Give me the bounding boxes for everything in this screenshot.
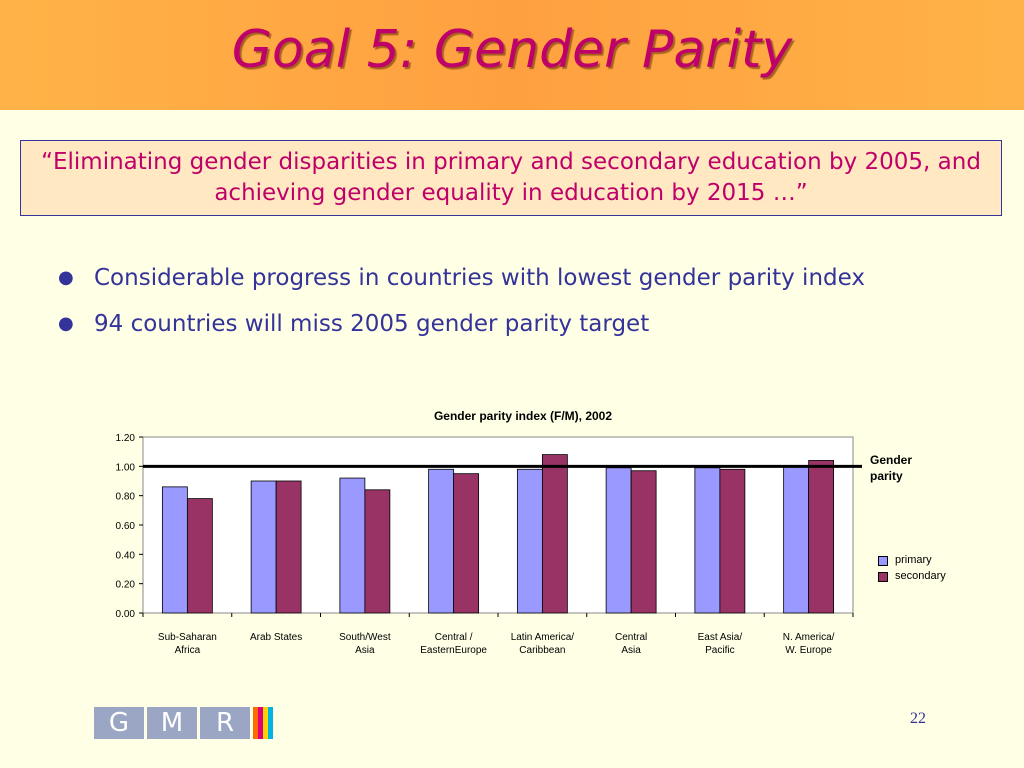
- bullet-text: Considerable progress in countries with …: [94, 265, 865, 291]
- legend-swatch-primary: [878, 556, 888, 566]
- legend-item-primary: primary: [878, 553, 946, 569]
- x-category-label: Arab States: [249, 632, 303, 643]
- x-category-label: Central Asia: [615, 632, 648, 656]
- logo-letter: G: [94, 707, 144, 739]
- bullet-item: ● Considerable progress in countries wit…: [58, 262, 865, 308]
- y-tick-label: 1.00: [116, 462, 136, 473]
- bar-primary: [161, 486, 188, 614]
- slide-title: Goal 5: Gender Parity: [231, 20, 793, 80]
- bar-secondary: [541, 454, 568, 614]
- chart-legend: primary secondary: [878, 553, 946, 585]
- logo-letter: M: [147, 707, 197, 739]
- bar-primary: [694, 467, 721, 614]
- bullet-list: ● Considerable progress in countries wit…: [58, 262, 865, 354]
- bar-primary: [605, 467, 632, 614]
- bullet-icon: ●: [58, 313, 74, 334]
- legend-item-secondary: secondary: [878, 569, 946, 585]
- legend-label-secondary: secondary: [895, 570, 946, 582]
- bar-primary: [339, 477, 366, 614]
- page-number: 22: [910, 710, 926, 727]
- logo-stripe: [253, 707, 258, 739]
- bar-primary: [428, 468, 455, 614]
- goal-quote: “Eliminating gender disparities in prima…: [20, 140, 1002, 216]
- y-tick-label: 0.00: [116, 609, 136, 620]
- chart-title: Gender parity index (F/M), 2002: [433, 409, 613, 423]
- gender-parity-label: Gender parity: [870, 453, 913, 483]
- bullet-text: 94 countries will miss 2005 gender parit…: [94, 311, 650, 337]
- x-category-label: East Asia/Pacific: [697, 632, 743, 656]
- bar-secondary: [364, 489, 391, 614]
- plot-area: [142, 436, 854, 614]
- x-category-label: Central / EasternEurope: [420, 632, 487, 656]
- y-tick-label: 1.20: [116, 433, 136, 444]
- bar-secondary: [808, 460, 835, 614]
- bullet-item: ● 94 countries will miss 2005 gender par…: [58, 308, 865, 354]
- bullet-icon: ●: [58, 267, 74, 288]
- y-tick-label: 0.80: [116, 492, 136, 503]
- y-tick-label: 0.20: [116, 580, 136, 591]
- bar-secondary: [453, 473, 480, 614]
- y-tick-label: 0.60: [116, 521, 136, 532]
- legend-label-primary: primary: [895, 554, 932, 566]
- bar-primary: [516, 468, 543, 614]
- logo-stripe: [268, 707, 273, 739]
- logo-stripe: [263, 707, 268, 739]
- x-category-label: Latin America/Caribbean: [510, 632, 575, 656]
- title-banner: [0, 0, 1024, 110]
- bar-primary: [250, 480, 277, 614]
- bar-secondary: [630, 470, 657, 614]
- legend-swatch-secondary: [878, 572, 888, 582]
- logo-letter: R: [200, 707, 250, 739]
- gmr-logo: G M R: [94, 707, 273, 739]
- bar-secondary: [186, 498, 213, 614]
- x-category-label: N. America/W. Europe: [782, 632, 835, 656]
- bar-secondary: [719, 468, 746, 614]
- x-category-label: South/West Asia: [339, 632, 391, 656]
- logo-stripe: [258, 707, 263, 739]
- x-category-label: Sub-Saharan Africa: [157, 632, 217, 656]
- bar-secondary: [275, 480, 302, 614]
- bar-primary: [783, 465, 810, 614]
- y-tick-label: 0.40: [116, 550, 136, 561]
